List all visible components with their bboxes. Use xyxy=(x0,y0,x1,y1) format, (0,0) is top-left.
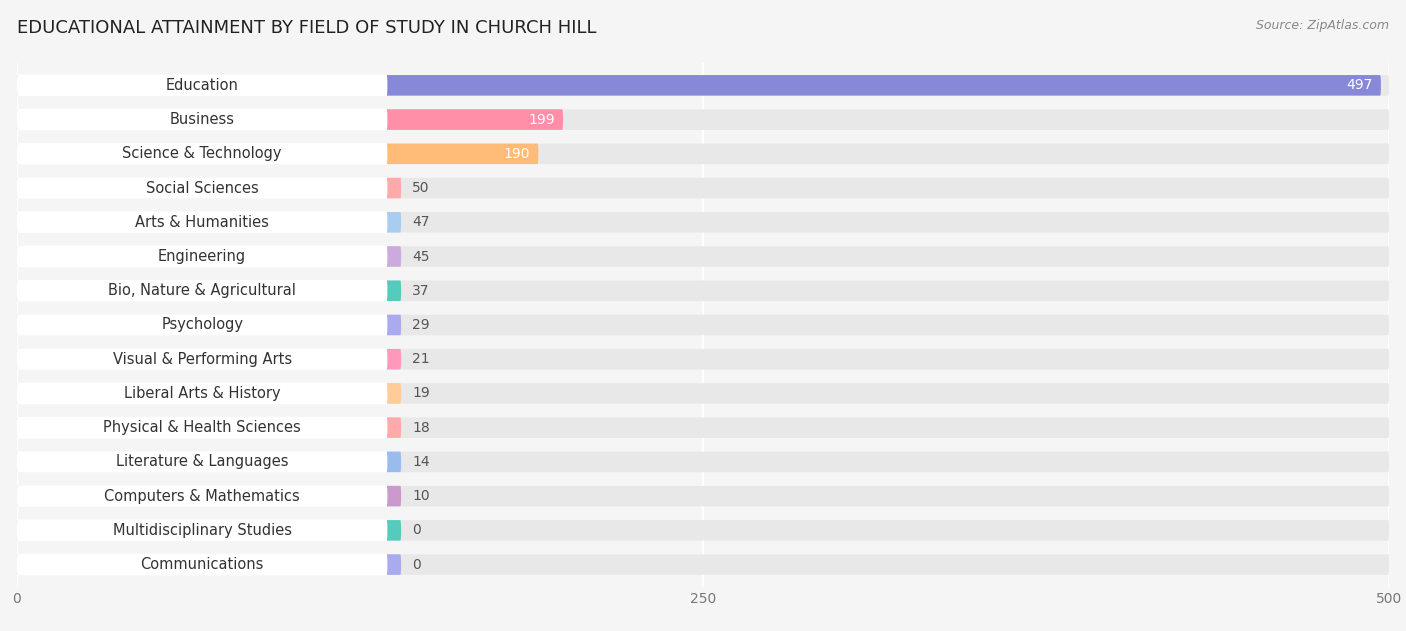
FancyBboxPatch shape xyxy=(17,280,388,302)
FancyBboxPatch shape xyxy=(17,349,1389,370)
FancyBboxPatch shape xyxy=(17,520,401,541)
Text: 37: 37 xyxy=(412,284,430,298)
Text: 45: 45 xyxy=(412,249,430,264)
FancyBboxPatch shape xyxy=(17,348,388,370)
FancyBboxPatch shape xyxy=(17,486,1389,507)
Text: Visual & Performing Arts: Visual & Performing Arts xyxy=(112,351,291,367)
Text: 0: 0 xyxy=(412,558,420,572)
Text: 50: 50 xyxy=(412,181,430,195)
FancyBboxPatch shape xyxy=(17,74,388,96)
FancyBboxPatch shape xyxy=(17,178,1389,198)
Text: Multidisciplinary Studies: Multidisciplinary Studies xyxy=(112,523,291,538)
Text: 0: 0 xyxy=(412,523,420,538)
Text: Arts & Humanities: Arts & Humanities xyxy=(135,215,269,230)
FancyBboxPatch shape xyxy=(17,417,401,438)
Text: Computers & Mathematics: Computers & Mathematics xyxy=(104,488,299,504)
Text: Communications: Communications xyxy=(141,557,264,572)
FancyBboxPatch shape xyxy=(17,280,401,301)
Text: Psychology: Psychology xyxy=(162,317,243,333)
FancyBboxPatch shape xyxy=(17,143,1389,164)
FancyBboxPatch shape xyxy=(17,417,388,439)
FancyBboxPatch shape xyxy=(17,245,388,268)
FancyBboxPatch shape xyxy=(17,212,1389,233)
FancyBboxPatch shape xyxy=(17,212,401,233)
FancyBboxPatch shape xyxy=(17,314,388,336)
FancyBboxPatch shape xyxy=(17,315,1389,335)
Text: 29: 29 xyxy=(412,318,430,332)
Text: 199: 199 xyxy=(529,112,555,127)
FancyBboxPatch shape xyxy=(17,109,562,130)
FancyBboxPatch shape xyxy=(17,452,1389,472)
Text: Social Sciences: Social Sciences xyxy=(146,180,259,196)
FancyBboxPatch shape xyxy=(17,554,1389,575)
FancyBboxPatch shape xyxy=(17,109,388,131)
Text: EDUCATIONAL ATTAINMENT BY FIELD OF STUDY IN CHURCH HILL: EDUCATIONAL ATTAINMENT BY FIELD OF STUDY… xyxy=(17,19,596,37)
Text: Engineering: Engineering xyxy=(157,249,246,264)
Text: 10: 10 xyxy=(412,489,430,503)
FancyBboxPatch shape xyxy=(17,519,388,541)
FancyBboxPatch shape xyxy=(17,109,1389,130)
FancyBboxPatch shape xyxy=(17,75,1389,96)
FancyBboxPatch shape xyxy=(17,143,538,164)
Text: 18: 18 xyxy=(412,421,430,435)
FancyBboxPatch shape xyxy=(17,452,401,472)
Text: Business: Business xyxy=(170,112,235,127)
Text: Literature & Languages: Literature & Languages xyxy=(115,454,288,469)
FancyBboxPatch shape xyxy=(17,349,401,370)
Text: 19: 19 xyxy=(412,386,430,401)
FancyBboxPatch shape xyxy=(17,451,388,473)
Text: 14: 14 xyxy=(412,455,430,469)
Text: Liberal Arts & History: Liberal Arts & History xyxy=(124,386,280,401)
FancyBboxPatch shape xyxy=(17,211,388,233)
FancyBboxPatch shape xyxy=(17,315,401,335)
Text: Bio, Nature & Agricultural: Bio, Nature & Agricultural xyxy=(108,283,297,298)
Text: 21: 21 xyxy=(412,352,430,366)
FancyBboxPatch shape xyxy=(17,143,388,165)
FancyBboxPatch shape xyxy=(17,417,1389,438)
FancyBboxPatch shape xyxy=(17,486,401,507)
FancyBboxPatch shape xyxy=(17,75,1381,96)
Text: Physical & Health Sciences: Physical & Health Sciences xyxy=(103,420,301,435)
Text: 190: 190 xyxy=(503,147,530,161)
FancyBboxPatch shape xyxy=(17,520,1389,541)
FancyBboxPatch shape xyxy=(17,383,401,404)
FancyBboxPatch shape xyxy=(17,554,388,575)
FancyBboxPatch shape xyxy=(17,485,388,507)
FancyBboxPatch shape xyxy=(17,383,1389,404)
Text: Source: ZipAtlas.com: Source: ZipAtlas.com xyxy=(1256,19,1389,32)
FancyBboxPatch shape xyxy=(17,177,388,199)
FancyBboxPatch shape xyxy=(17,246,401,267)
FancyBboxPatch shape xyxy=(17,382,388,404)
Text: Science & Technology: Science & Technology xyxy=(122,146,281,162)
FancyBboxPatch shape xyxy=(17,554,401,575)
FancyBboxPatch shape xyxy=(17,178,401,198)
Text: 47: 47 xyxy=(412,215,430,229)
Text: 497: 497 xyxy=(1347,78,1372,92)
FancyBboxPatch shape xyxy=(17,246,1389,267)
FancyBboxPatch shape xyxy=(17,280,1389,301)
Text: Education: Education xyxy=(166,78,239,93)
